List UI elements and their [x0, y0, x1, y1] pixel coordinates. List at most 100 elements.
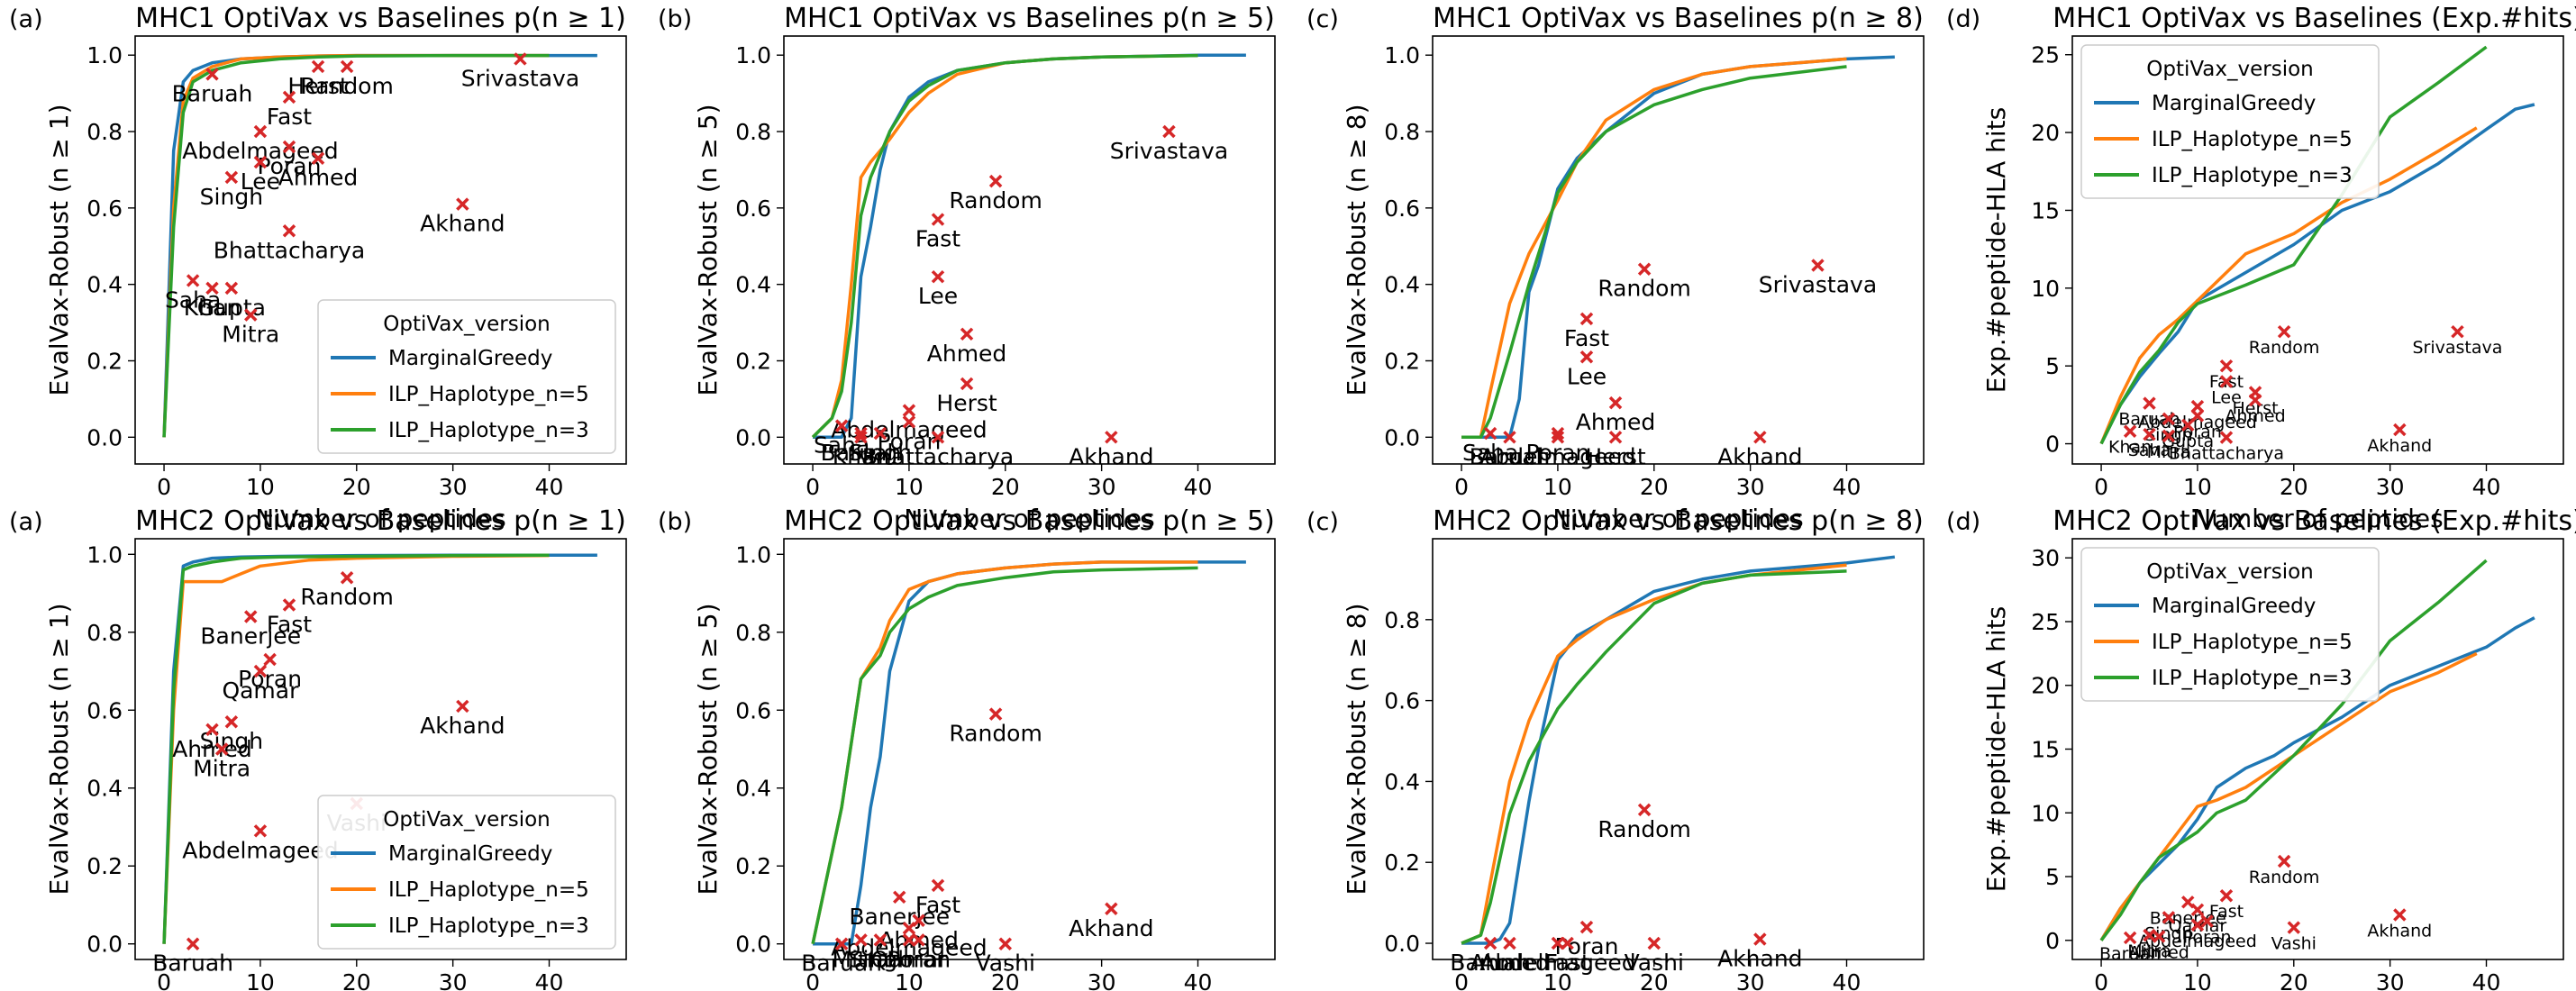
- x-tick-label: 10: [2183, 969, 2212, 991]
- baseline-label-fast: Fast: [267, 612, 312, 638]
- panel-4: (d) MHC1 OptiVax vs Baselines (Exp.#hits)…: [1946, 3, 2576, 533]
- baseline-label-akhand: Akhand: [1069, 915, 1153, 941]
- baseline-marker-random: [1637, 803, 1652, 817]
- baseline-marker-singh: [224, 714, 239, 729]
- baseline-label-vashi: Vashi: [2271, 934, 2317, 954]
- panel-6: (b) MHC2 OptiVax vs Baselines p(n ≥ 5) 0 10…: [658, 505, 1276, 991]
- legend-entry-ilp-haplotype-n-5: ILP_Haplotype_n=5: [2152, 631, 2353, 654]
- baseline-label-ahmed: Ahmed: [2225, 406, 2285, 426]
- baseline-marker-ahmed: [2152, 930, 2166, 943]
- y-tick-label: 0.2: [86, 348, 123, 374]
- y-tick-label: 20: [2031, 673, 2060, 699]
- x-tick-label: 40: [1184, 969, 1213, 991]
- baseline-label-saha: Saha: [1462, 440, 1518, 466]
- baseline-marker-ahmed: [311, 151, 325, 165]
- baseline-marker-banerjee: [892, 890, 906, 905]
- baseline-label-lee: Lee: [241, 168, 280, 195]
- legend-title: OptiVax_version: [2146, 560, 2314, 584]
- x-tick-label: 20: [991, 474, 1020, 500]
- baseline-marker-qamar: [253, 664, 268, 678]
- baseline-label-akhand: Akhand: [2367, 921, 2432, 941]
- baseline-label-mitra: Mitra: [222, 322, 279, 348]
- y-tick-label: 0.8: [1384, 607, 1420, 633]
- baseline-marker-random: [340, 59, 354, 74]
- baseline-marker-abdelmageed: [1551, 431, 1565, 444]
- baseline-label-abdelmageed: Abdelmageed: [182, 837, 338, 863]
- baseline-marker-akhand: [456, 197, 469, 211]
- baseline-marker-random: [988, 174, 1003, 188]
- x-tick-label: 10: [1543, 969, 1572, 991]
- baseline-label-mitra: Mitra: [2147, 442, 2191, 462]
- legend: OptiVax_version MarginalGreedy ILP_Haploty…: [2080, 44, 2380, 199]
- baseline-marker-random: [2277, 324, 2291, 339]
- y-tick-label: 15: [2031, 737, 2060, 763]
- baseline-marker-poran: [282, 140, 296, 154]
- baseline-marker-herst: [1608, 431, 1623, 444]
- baseline-label-fast: Fast: [915, 892, 960, 918]
- legend-entry-ilp-haplotype-n-3: ILP_Haplotype_n=3: [2152, 667, 2353, 690]
- x-tick-label: 0: [157, 969, 171, 991]
- baseline-label-baruah: Baruah: [1450, 950, 1531, 976]
- y-axis-label: EvalVax-Robust (n ≥ 8): [1342, 604, 1371, 896]
- baseline-label-mitra: Mitra: [833, 946, 890, 972]
- y-axis-label: EvalVax-Robust (n ≥ 5): [693, 604, 723, 896]
- baseline-marker-herst: [311, 59, 325, 74]
- y-tick-label: 0: [2045, 928, 2060, 954]
- baseline-label-saha: Saha: [165, 286, 221, 313]
- x-tick-label: 20: [2280, 474, 2308, 500]
- baseline-marker-akhand: [1753, 932, 1767, 946]
- series-line-marginalgreedy: [1461, 555, 1896, 945]
- baseline-label-abdelmageed: Abdelmageed: [1479, 950, 1635, 976]
- series-line-ilp-haplotype-n-5: [2099, 126, 2478, 445]
- baseline-marker-singh: [873, 933, 887, 947]
- baseline-label-random: Random: [1597, 816, 1691, 842]
- baseline-marker-singh: [2162, 911, 2176, 924]
- baseline-label-fast: Fast: [915, 226, 960, 252]
- x-tick-label: 40: [1833, 969, 1861, 991]
- axes-frame: [2071, 35, 2564, 465]
- axes-frame: [1432, 538, 1925, 960]
- baseline-marker-qamar: [902, 933, 916, 947]
- y-axis-label: EvalVax-Robust (n ≥ 8): [1342, 105, 1371, 396]
- legend-box: [317, 299, 616, 454]
- baseline-marker-khan: [854, 431, 868, 444]
- baseline-label-vashi: Vashi: [1625, 950, 1684, 976]
- baseline-label-ahmed: Ahmed: [927, 341, 1007, 367]
- y-tick-label: 0.2: [735, 348, 771, 374]
- chart-title: MHC1 OptiVax vs Baselines (Exp.#hits): [2053, 3, 2576, 34]
- baseline-marker-fast: [282, 90, 296, 105]
- baseline-label-poran: Poran: [1525, 440, 1589, 466]
- baseline-label-random: Random: [2249, 338, 2320, 358]
- legend-title: OptiVax_version: [2146, 58, 2314, 81]
- baseline-label-fast: Fast: [267, 104, 312, 130]
- baseline-marker-abdelmageed: [253, 824, 268, 838]
- y-tick-label: 0.4: [1384, 272, 1420, 298]
- x-tick-label: 0: [806, 474, 820, 500]
- legend-entry-marginalgreedy: MarginalGreedy: [2152, 92, 2316, 115]
- baseline-marker-srivastava: [514, 52, 527, 66]
- baseline-marker-saha: [834, 419, 849, 432]
- baseline-label-baruah: Baruah: [2099, 944, 2161, 964]
- baseline-marker-vashi: [2287, 921, 2301, 934]
- y-tick-label: 0.4: [1384, 768, 1420, 795]
- chart-title: MHC2 OptiVax vs Baselines p(n ≥ 8): [1433, 505, 1924, 537]
- baseline-marker-herst: [960, 377, 974, 391]
- y-tick-label: 1.0: [86, 42, 123, 68]
- baseline-label-herst: Herst: [936, 390, 997, 416]
- baseline-label-srivastava: Srivastava: [2412, 338, 2502, 358]
- baseline-marker-gupta: [2181, 418, 2195, 432]
- x-tick-label: 40: [2472, 969, 2501, 991]
- y-tick-label: 0.6: [735, 697, 771, 723]
- baseline-marker-poran: [912, 933, 925, 947]
- baseline-marker-baruah: [1483, 936, 1497, 950]
- panel-2: (b) MHC1 OptiVax vs Baselines p(n ≥ 5) 0 10…: [658, 3, 1276, 533]
- baseline-marker-baruah: [2123, 931, 2137, 945]
- baseline-marker-abdelmageed: [2190, 918, 2205, 932]
- baseline-marker-fast: [931, 213, 945, 226]
- baseline-label-random: Random: [949, 721, 1042, 747]
- baseline-marker-lee: [1579, 350, 1594, 364]
- baseline-label-baruah: Baruah: [801, 950, 882, 977]
- baseline-marker-akhand: [2393, 908, 2407, 922]
- baseline-marker-qamar: [2190, 903, 2205, 917]
- x-tick-label: 30: [1736, 969, 1765, 991]
